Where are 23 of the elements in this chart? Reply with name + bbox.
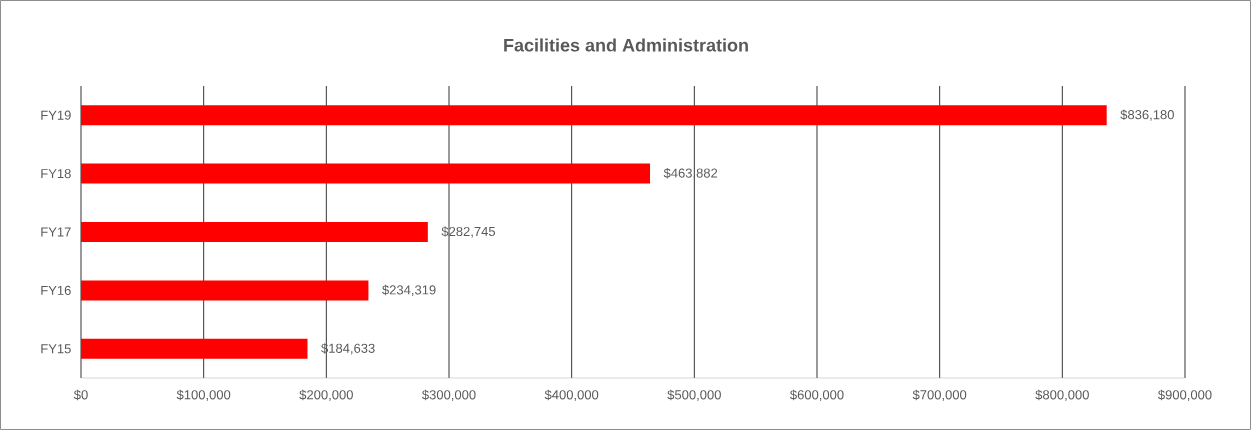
x-tick-label: $700,000 (912, 389, 967, 401)
bar (81, 338, 308, 359)
x-tick-label: $800,000 (1035, 389, 1089, 401)
bar (81, 280, 369, 301)
x-tick-label: $300,000 (422, 389, 476, 401)
y-tick-label: FY19 (41, 110, 71, 120)
x-tick-label: $500,000 (667, 389, 721, 401)
bar (81, 221, 428, 242)
x-tick-label: $100,000 (176, 389, 231, 401)
y-tick-label: FY18 (41, 168, 71, 179)
y-tick-label: FY17 (41, 227, 71, 237)
chart-title: Facilities and Administration (504, 38, 748, 52)
bar (81, 163, 651, 184)
y-tick-label: FY16 (41, 285, 71, 295)
bar (81, 105, 1107, 126)
y-tick-label: FY15 (41, 344, 71, 354)
data-label: $234,319 (382, 284, 436, 297)
x-tick-label: $400,000 (544, 389, 599, 401)
x-tick-label: $900,000 (1158, 389, 1212, 401)
x-tick-label: $200,000 (299, 389, 353, 401)
x-tick-label: $600,000 (790, 389, 844, 401)
x-tick-label: $0 (73, 389, 88, 401)
data-label: $836,180 (1120, 109, 1174, 121)
